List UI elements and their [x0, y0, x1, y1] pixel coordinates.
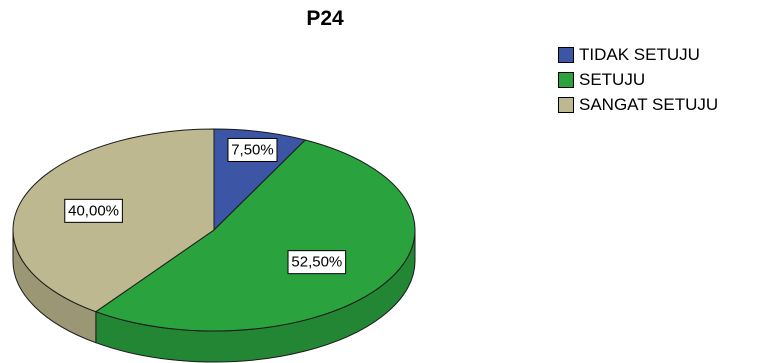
legend-swatch	[558, 71, 574, 88]
legend-label: SANGAT SETUJU	[579, 94, 719, 114]
legend-swatch	[558, 96, 574, 113]
data-label-text-1: 52,50%	[291, 254, 342, 271]
data-label-box-1	[287, 250, 347, 275]
data-label-text-0: 7,50%	[231, 141, 274, 158]
pie-slice-1	[94, 139, 416, 332]
chart-title: P24	[306, 7, 344, 30]
data-label-0: 7,50%	[227, 137, 278, 162]
legend: TIDAK SETUJU SETUJU SANGAT SETUJU	[558, 42, 718, 117]
legend-swatch	[558, 46, 574, 63]
legend-label: SETUJU	[579, 69, 646, 89]
data-label-box-0	[227, 137, 278, 162]
legend-item: SETUJU	[558, 67, 718, 92]
legend-label: TIDAK SETUJU	[579, 44, 700, 64]
legend-item: SANGAT SETUJU	[558, 92, 718, 117]
data-label-1: 52,50%	[287, 250, 347, 275]
data-label-text-2: 40,00%	[68, 202, 119, 219]
data-label-2: 40,00%	[64, 198, 123, 223]
data-label-box-2	[64, 198, 123, 223]
legend-item: TIDAK SETUJU	[558, 42, 718, 67]
